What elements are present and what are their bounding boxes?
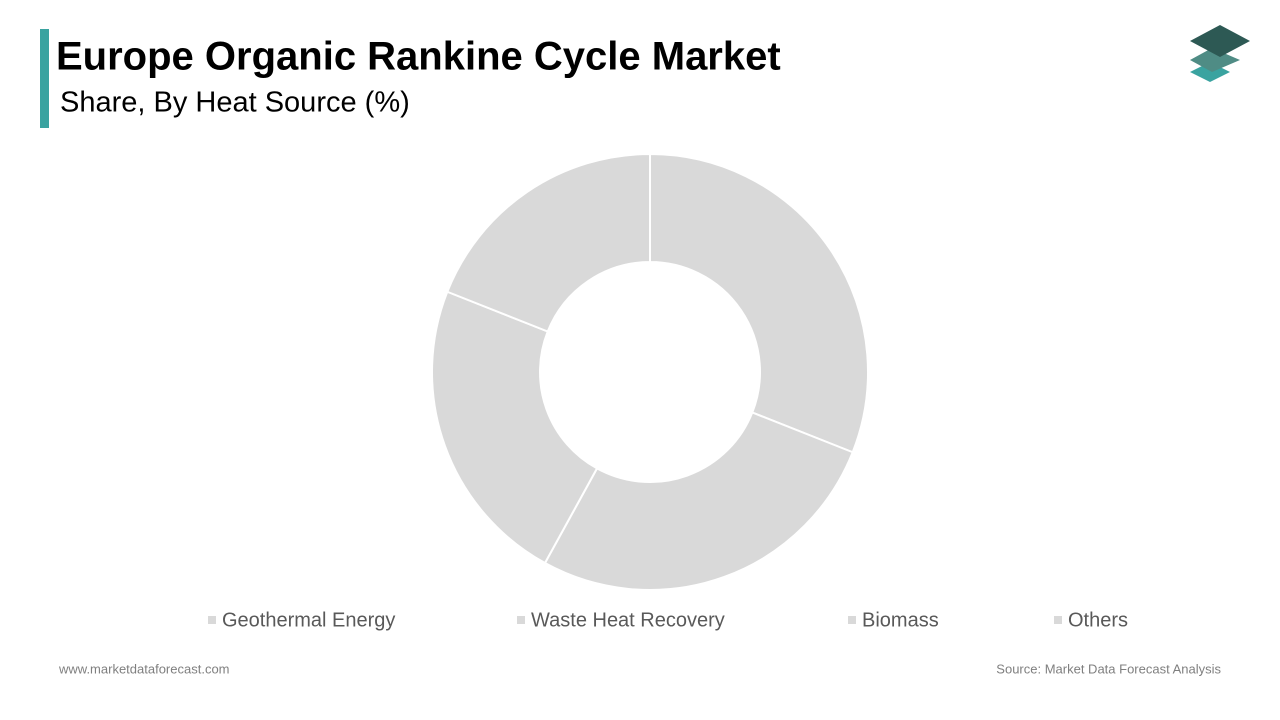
legend-label: Biomass (862, 609, 939, 631)
legend-label: Geothermal Energy (222, 609, 395, 631)
donut-segment (649, 152, 869, 454)
donut-segment (446, 152, 651, 333)
title-accent (40, 29, 49, 128)
legend-label: Others (1068, 609, 1128, 631)
donut-segment (431, 290, 599, 565)
chart-subtitle: Share, By Heat Source (%) (60, 87, 410, 119)
legend-marker (848, 616, 856, 624)
legend-label: Waste Heat Recovery (531, 609, 725, 631)
legend-marker (517, 616, 525, 624)
legend-marker (1054, 616, 1062, 624)
logo (1190, 25, 1250, 82)
donut-segment (543, 411, 854, 591)
chart-title: Europe Organic Rankine Cycle Market (56, 35, 781, 79)
footer-source: Source: Market Data Forecast Analysis (996, 661, 1221, 676)
legend-marker (208, 616, 216, 624)
footer-website: www.marketdataforecast.com (58, 661, 230, 676)
